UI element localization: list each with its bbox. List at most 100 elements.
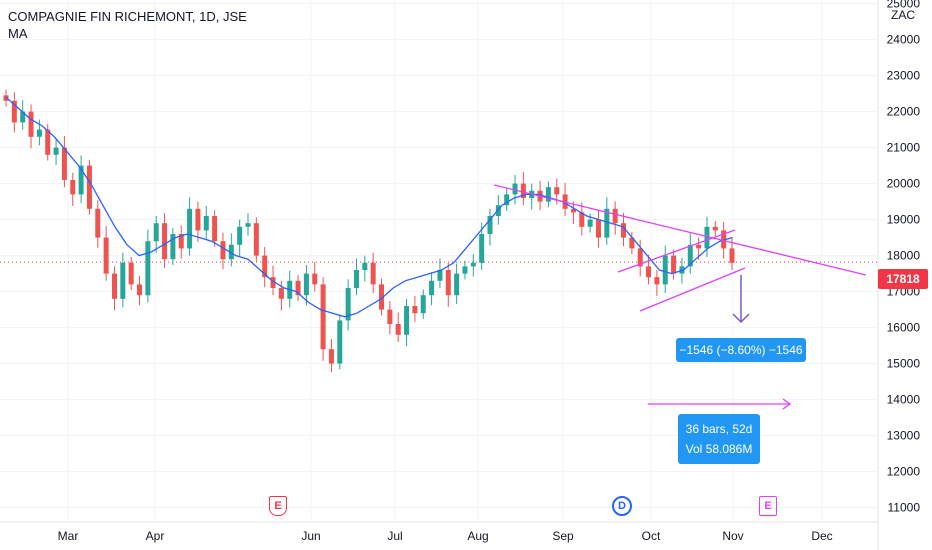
candle-body: [454, 273, 460, 296]
candle-body: [170, 234, 176, 260]
candle-body: [95, 208, 101, 238]
candle-body: [704, 226, 710, 249]
candle-body: [412, 306, 418, 314]
y-tick-label: 13000: [887, 429, 921, 443]
candle-body: [612, 208, 618, 224]
candle-body: [721, 230, 727, 249]
measure-arrow-head: [732, 313, 750, 324]
y-tick-label: 22000: [887, 105, 921, 119]
candle-body: [337, 320, 343, 364]
candle-body: [128, 262, 134, 285]
candle-body: [53, 147, 59, 155]
last-price-tag: 17818: [878, 269, 928, 289]
candle-body: [228, 244, 234, 260]
candle-body: [646, 266, 652, 278]
y-tick-label: 24000: [887, 33, 921, 47]
candle-body: [28, 111, 34, 137]
candle-body: [61, 147, 67, 180]
candle-body: [462, 266, 468, 274]
y-tick-label: 23000: [887, 69, 921, 83]
drawings: [493, 184, 867, 410]
x-axis-ticks: Mar Apr Jun Jul Aug Sep Oct Nov Dec: [58, 529, 833, 543]
price-change-box: −1546 (−8.60%) −1546: [676, 338, 806, 362]
indicator-label[interactable]: MA: [8, 26, 28, 41]
candle-body: [545, 187, 551, 202]
x-tick-label: Dec: [811, 529, 832, 543]
y-tick-label: 15000: [887, 357, 921, 371]
candle-body: [253, 223, 259, 256]
y-tick-label: 19000: [887, 213, 921, 227]
candle-body: [696, 244, 702, 249]
candle-body: [3, 95, 9, 101]
earnings-event-icon[interactable]: E: [269, 496, 287, 516]
candle-body: [395, 324, 401, 335]
y-tick-label: 18000: [887, 249, 921, 263]
symbol-title[interactable]: COMPAGNIE FIN RICHEMONT, 1D, JSE: [8, 9, 247, 24]
candle-body: [353, 270, 359, 288]
candle-body: [520, 183, 526, 198]
candle-body: [86, 165, 92, 209]
y-tick-label: 21000: [887, 141, 921, 155]
candle-body: [687, 244, 693, 267]
candle-body: [137, 284, 143, 296]
candle-body: [570, 208, 576, 213]
candle-body: [621, 223, 627, 238]
volume-value: Vol 58.086M: [685, 442, 753, 456]
candle-body: [629, 237, 635, 249]
x-tick-label: Sep: [552, 529, 574, 543]
x-tick-label: Jul: [387, 529, 402, 543]
candle-body: [671, 255, 677, 274]
candle-body: [487, 216, 493, 234]
candle-body: [245, 223, 251, 227]
bars-arrow-head: [782, 398, 792, 410]
candle-body: [370, 262, 376, 285]
candle-body: [554, 187, 560, 195]
candle-body: [153, 223, 159, 242]
candle-body: [162, 223, 168, 260]
candle-body: [78, 165, 84, 195]
candle-body: [103, 237, 109, 274]
candle-body: [178, 234, 184, 249]
x-tick-label: Oct: [642, 529, 661, 543]
candle-body: [195, 208, 201, 231]
candle-body: [729, 248, 735, 263]
candle-body: [362, 262, 368, 270]
candle-body: [320, 284, 326, 350]
candle-body: [379, 284, 385, 310]
candle-body: [111, 273, 117, 299]
candle-body: [345, 288, 351, 321]
earnings-event-icon-upcoming[interactable]: E: [759, 496, 777, 516]
y-tick-label: 16000: [887, 321, 921, 335]
candle-body: [237, 226, 243, 245]
x-tick-label: Mar: [58, 529, 79, 543]
candle-body: [36, 129, 42, 137]
chart-header: COMPAGNIE FIN RICHEMONT, 1D, JSE MA: [8, 8, 247, 42]
dividend-event-icon[interactable]: D: [612, 496, 632, 516]
bars-info-box: 36 bars, 52d Vol 58.086M: [678, 414, 760, 464]
y-tick-label: 11000: [888, 501, 921, 515]
y-tick-label: 25000: [887, 0, 921, 11]
y-axis-ticks: 1100012000130001400015000160001700018000…: [887, 0, 921, 515]
candle-body: [420, 295, 426, 314]
candle-body: [654, 277, 660, 285]
candle-body: [20, 111, 26, 123]
candle-body: [220, 241, 226, 260]
candle-body: [262, 255, 268, 278]
candle-body: [212, 216, 218, 242]
candle-body: [512, 183, 518, 195]
x-tick-label: Aug: [467, 529, 488, 543]
candle-body: [662, 255, 668, 285]
candle-body: [145, 241, 151, 296]
candle-body: [437, 270, 443, 281]
candle-body: [604, 208, 610, 238]
candle-body: [11, 100, 17, 123]
candle-body: [387, 309, 393, 324]
candle-body: [70, 180, 76, 195]
bars-count: 36 bars, 52d: [685, 422, 753, 436]
candles: [3, 89, 735, 373]
candle-body: [712, 226, 718, 231]
candle-body: [445, 270, 451, 296]
descending-trendline: [493, 184, 867, 276]
candle-body: [303, 273, 309, 296]
